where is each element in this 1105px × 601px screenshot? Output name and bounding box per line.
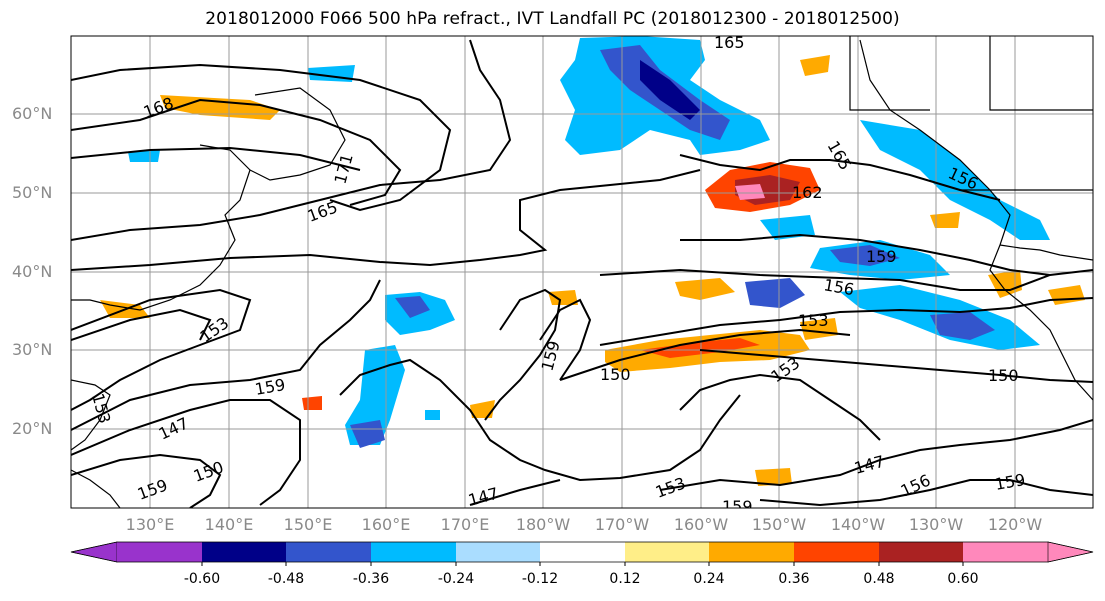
negative-anomaly-region: [930, 312, 995, 340]
negative-anomaly-region: [760, 215, 815, 240]
colorbar-outline: [70, 541, 1094, 563]
colorbar-tick-label: -0.12: [521, 571, 559, 587]
colorbar-swatch: [540, 542, 625, 562]
lon-label: 160°W: [673, 515, 729, 534]
colorbar-tick-label: 0.24: [693, 571, 725, 587]
positive-anomaly-region: [548, 290, 578, 305]
map-plot-area: 165 168 171 165 162 165 159 156 153 153 …: [71, 33, 1093, 516]
colorbar-swatch: [879, 542, 963, 562]
colorbar-swatch: [625, 542, 709, 562]
colorbar-extend-low: [70, 541, 118, 563]
colorbar-tick-label: 0.48: [863, 571, 895, 587]
lon-label: 160°E: [361, 515, 411, 534]
lat-label: 20°N: [12, 419, 53, 438]
graticule: [71, 36, 1093, 508]
contour-label: 159: [722, 497, 753, 516]
lon-label: 150°E: [283, 515, 333, 534]
colorbar-tick-label: 0.60: [947, 571, 979, 587]
contour-label: 162: [792, 183, 823, 202]
contour-label: 153: [798, 311, 829, 330]
lat-label: 50°N: [12, 183, 53, 202]
positive-anomaly-region: [735, 184, 765, 200]
positive-anomaly-region: [302, 396, 322, 410]
negative-anomaly-region: [425, 410, 440, 420]
colorbar-swatch: [963, 542, 1048, 562]
plot-border: [70, 35, 1094, 509]
colorbar-swatch: [709, 542, 794, 562]
lon-label: 130°E: [125, 515, 175, 534]
colorbar-swatch: [286, 542, 371, 562]
colorbar-swatch: [794, 542, 879, 562]
height-contours: [71, 39, 1093, 508]
positive-anomaly-region: [675, 278, 735, 300]
negative-anomaly-region: [745, 278, 805, 308]
lat-label: 40°N: [12, 262, 53, 281]
negative-anomaly-region: [830, 245, 900, 266]
contour-label: 150: [600, 365, 631, 384]
colorbar-tick-label: -0.60: [183, 571, 221, 587]
lon-label: 170°E: [440, 515, 490, 534]
lon-label: 130°W: [908, 515, 964, 534]
lon-label: 120°W: [987, 515, 1043, 534]
contour-label: 150: [988, 366, 1019, 385]
colorbar: [70, 541, 1094, 566]
shaded-fields: [100, 36, 1085, 486]
negative-anomaly-region: [128, 150, 160, 162]
colorbar-swatch: [456, 542, 540, 562]
lon-label: 150°W: [751, 515, 807, 534]
lon-label: 140°E: [204, 515, 254, 534]
negative-anomaly-region: [345, 345, 405, 445]
lon-label: 180°W: [515, 515, 571, 534]
lat-label: 60°N: [12, 104, 53, 123]
colorbar-swatch: [371, 542, 456, 562]
positive-anomaly-region: [930, 212, 960, 228]
positive-anomaly-region: [800, 318, 838, 340]
contour-label: 165: [714, 33, 745, 52]
colorbar-extend-high: [1047, 541, 1094, 563]
negative-anomaly-region: [640, 60, 700, 120]
colorbar-swatch: [202, 542, 286, 562]
negative-anomaly-region: [350, 420, 385, 448]
lat-label: 30°N: [12, 340, 53, 359]
positive-anomaly-region: [800, 55, 830, 76]
negative-anomaly-region: [860, 120, 1050, 240]
coastlines: [71, 36, 1093, 508]
colorbar-tick-label: -0.24: [437, 571, 475, 587]
lon-label: 140°W: [830, 515, 886, 534]
colorbar-tick-label: 0.36: [778, 571, 810, 587]
positive-anomaly-region: [755, 468, 792, 486]
map-title: 2018012000 F066 500 hPa refract., IVT La…: [205, 9, 900, 29]
colorbar-tick-label: 0.12: [609, 571, 641, 587]
lon-label: 170°W: [594, 515, 650, 534]
negative-anomaly-region: [395, 296, 430, 318]
positive-anomaly-region: [640, 338, 760, 358]
colorbar-tick-label: -0.36: [352, 571, 390, 587]
contour-label: 159: [866, 247, 897, 266]
colorbar-tick-label: -0.48: [267, 571, 305, 587]
colorbar-swatch: [117, 542, 202, 562]
